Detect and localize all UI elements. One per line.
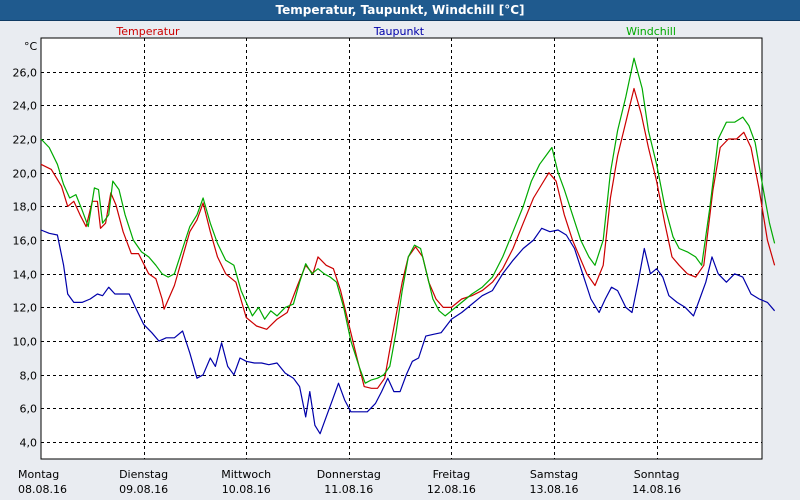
window-title: Temperatur, Taupunkt, Windchill [°C]	[275, 3, 525, 17]
y-tick-label: 8,0	[20, 370, 38, 383]
y-unit-label: °C	[24, 40, 38, 53]
x-tick-date: 09.08.16	[119, 483, 168, 496]
series-line-taupunkt	[40, 227, 776, 435]
x-tick-day: Freitag	[433, 468, 471, 481]
x-tick-day: Mittwoch	[221, 468, 271, 481]
line-chart: 4,0 6,0 8,0 10,0 12,0 14,0 16,0 18,0 20,0 22,0 24,…	[13, 25, 776, 496]
y-tick-label: 6,0	[20, 403, 38, 416]
y-tick-label: 26,0	[13, 67, 38, 80]
chart-area: 4,0 6,0 8,0 10,0 12,0 14,0 16,0 18,0 20,0 22,0 24,…	[0, 21, 800, 500]
y-tick-label: 20,0	[13, 168, 38, 181]
y-tick-label: 4,0	[20, 437, 38, 450]
plot-area	[40, 37, 763, 460]
y-tick-label: 24,0	[13, 100, 38, 113]
x-tick-day: Montag	[18, 468, 59, 481]
series-line-windchill	[40, 57, 776, 384]
window-titlebar: Temperatur, Taupunkt, Windchill [°C]	[0, 0, 800, 21]
x-tick-day: Sonntag	[634, 468, 680, 481]
y-tick-label: 14,0	[13, 269, 38, 282]
x-tick-date: 11.08.16	[324, 483, 373, 496]
series-line-temperatur	[40, 87, 776, 389]
x-tick-date: 13.08.16	[530, 483, 579, 496]
y-tick-label: 10,0	[13, 336, 38, 349]
legend-taupunkt: Taupunkt	[373, 25, 425, 38]
y-tick-label: 16,0	[13, 235, 38, 248]
x-tick-day: Donnerstag	[317, 468, 381, 481]
x-tick-day: Dienstag	[119, 468, 168, 481]
x-tick-date: 08.08.16	[18, 483, 67, 496]
x-tick-date: 10.08.16	[222, 483, 271, 496]
y-tick-label: 18,0	[13, 201, 38, 214]
legend-windchill: Windchill	[626, 25, 676, 38]
x-tick-date: 12.08.16	[427, 483, 476, 496]
legend-temperatur: Temperatur	[115, 25, 180, 38]
x-tick-day: Samstag	[530, 468, 578, 481]
x-tick-date: 14.08.16	[632, 483, 681, 496]
y-tick-label: 12,0	[13, 302, 38, 315]
y-tick-label: 22,0	[13, 134, 38, 147]
